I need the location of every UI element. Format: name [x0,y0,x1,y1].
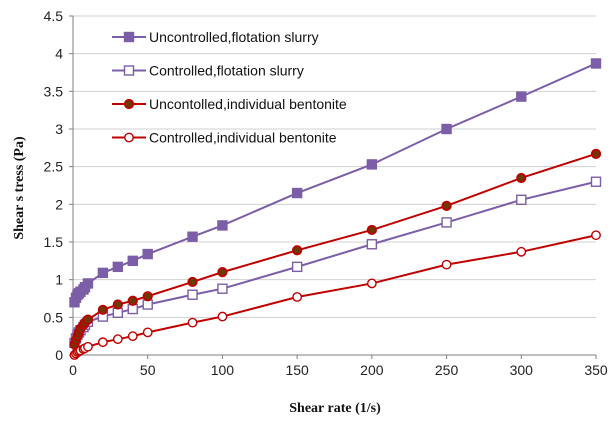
data-point [366,224,377,236]
data-point [127,295,138,306]
legend-label: Uncontrolled,flotation slurry [149,29,319,45]
legend: Uncontrolled,flotation slurry Controlled,… [112,29,347,146]
data-point [217,283,228,294]
data-point [291,187,303,199]
data-point [217,220,228,231]
data-point [516,246,527,257]
data-point [82,278,94,289]
y-tick-label: 4.5 [44,8,64,24]
data-point [441,200,452,211]
data-point [516,194,527,206]
y-tick-label: 3.5 [44,83,64,99]
data-point [112,334,123,345]
data-point [187,276,198,288]
x-tick-labels: 0 50 100 150 200 250 300 350 [69,362,608,378]
data-point [441,123,452,135]
series-line [73,180,597,344]
data-point [291,261,303,273]
x-tick-label: 300 [510,362,534,378]
data-point [127,255,138,267]
x-tick-label: 50 [140,362,156,378]
data-point [97,337,108,348]
legend-marker [123,98,135,110]
x-tick-label: 0 [69,362,77,378]
data-point [217,267,228,278]
series-2 [69,176,602,349]
x-tick-label: 100 [211,362,235,378]
data-point [112,299,123,310]
data-point [591,230,601,241]
data-point [112,307,124,319]
legend-item: Uncontrolled,flotation slurry [112,29,319,45]
series-layer [69,58,602,360]
data-point [112,261,124,273]
data-point [187,289,198,300]
y-tick-label: 1 [55,272,63,288]
y-tick-label: 4 [55,46,63,62]
y-tick-label: 0.5 [44,309,64,325]
legend-marker [123,65,135,76]
data-point [366,239,378,250]
data-point [366,159,378,170]
series-1 [69,58,602,308]
data-point [127,331,138,342]
y-tick-label: 2.5 [44,159,64,175]
legend-item: Controlled,flotation slurry [112,63,304,79]
data-point [83,341,93,352]
legend-label: Controlled,flotation slurry [149,63,304,79]
data-point [82,314,94,325]
data-point [187,231,198,242]
legend-marker [123,31,135,43]
data-point [127,303,138,315]
data-point [590,176,602,187]
y-tick-labels: 0 0.5 1 1.5 2 2.5 3 3.5 4 4.5 [44,8,64,363]
legend-marker [124,132,134,143]
legend-label: Controlled,individual bentonite [149,130,337,146]
y-tick-label: 1.5 [44,234,64,250]
data-point [516,172,527,184]
legend-item: Controlled,individual bentonite [112,130,337,146]
grid-lines [73,15,596,318]
data-point [292,245,303,256]
x-tick-label: 250 [435,362,459,378]
x-tick-label: 350 [584,362,608,378]
data-point [217,311,228,322]
x-tick-label: 150 [285,362,309,378]
series-4 [69,230,601,360]
data-point [441,259,452,270]
data-point [142,299,153,310]
data-point [142,248,153,260]
x-tick-label: 200 [360,362,384,378]
y-tick-label: 2 [55,196,63,212]
y-axis-title: Shear s tress (Pa) [12,136,27,240]
data-point [97,267,109,279]
data-point [366,278,377,289]
data-point [292,292,303,302]
y-tick-label: 0 [55,347,63,363]
y-tick-label: 3 [55,121,63,137]
data-point [441,217,452,228]
data-point [97,304,108,315]
legend-item: Uncontolled,individual bentonite [112,96,347,112]
data-point [142,327,153,338]
legend-label: Uncontolled,individual bentonite [149,96,347,112]
data-point [516,91,527,102]
data-point [187,317,198,328]
data-point [590,148,602,159]
x-axis-title: Shear rate (1/s) [289,401,381,416]
data-point [142,291,153,302]
data-point [590,58,602,69]
series-3 [69,148,602,350]
